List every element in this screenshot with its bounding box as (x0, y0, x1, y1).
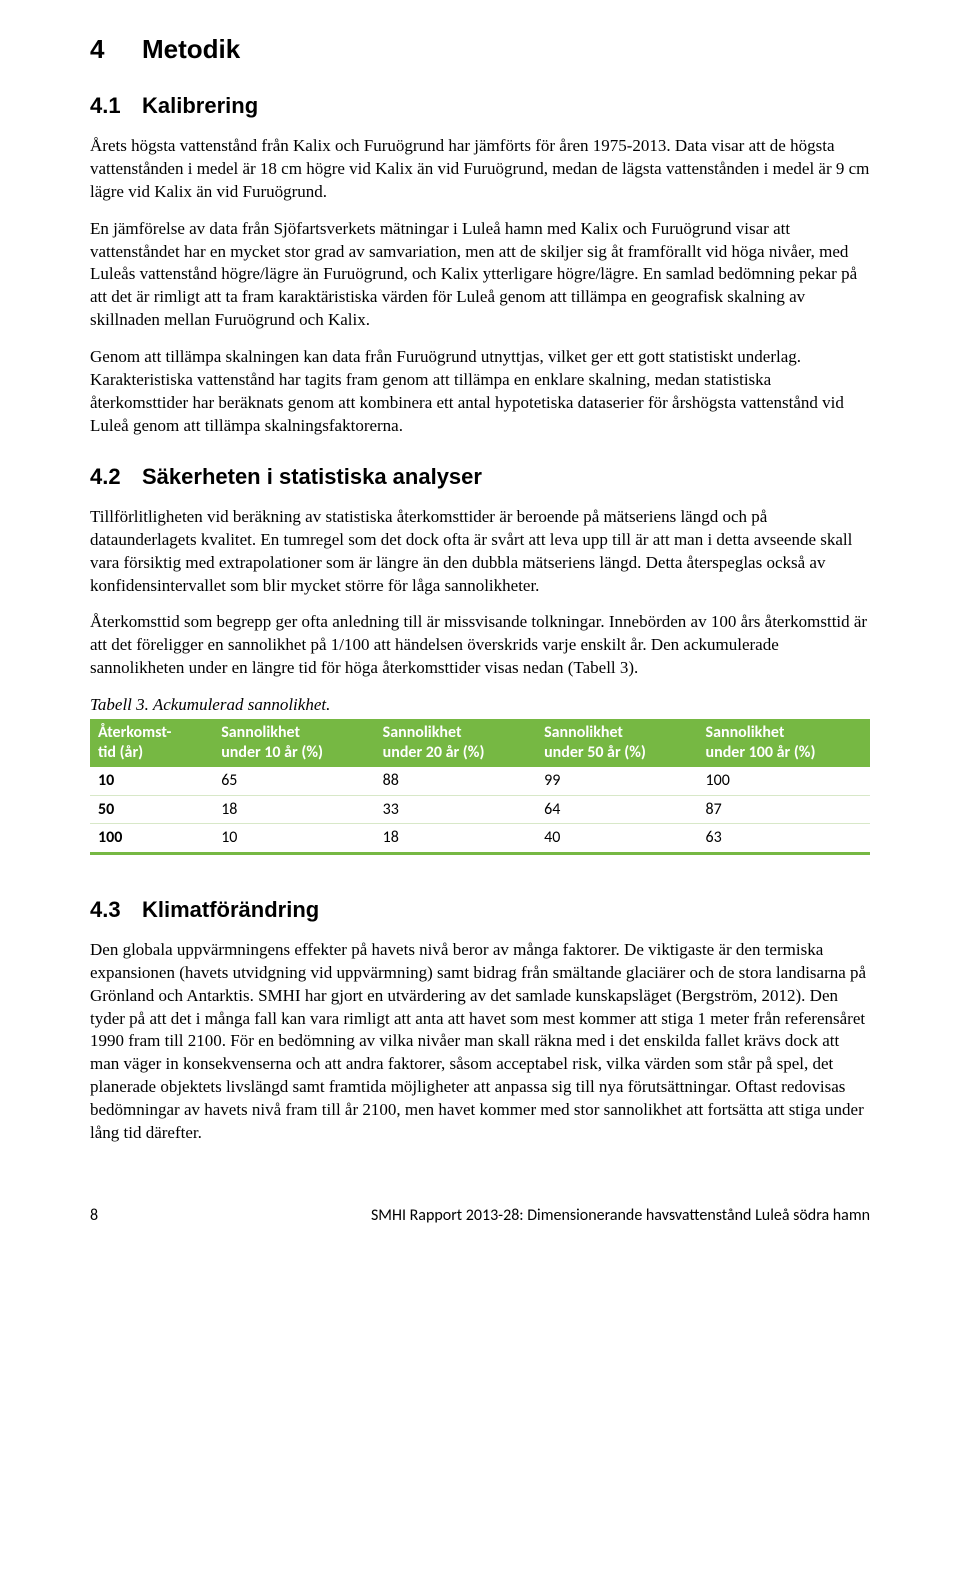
table-cell: 33 (375, 795, 536, 824)
table-cell: 50 (90, 795, 213, 824)
heading-klimat: 4.3Klimatförändring (90, 895, 870, 925)
section-number: 4.2 (90, 462, 142, 492)
table-row: 100 10 18 40 63 (90, 824, 870, 854)
section-title: Säkerheten i statistiska analyser (142, 464, 482, 489)
page-number: 8 (90, 1205, 130, 1227)
table-cell: 88 (375, 767, 536, 795)
section-number: 4 (90, 32, 142, 67)
body-paragraph: En jämförelse av data från Sjöfartsverke… (90, 218, 870, 333)
section-title: Kalibrering (142, 93, 258, 118)
body-paragraph: Genom att tillämpa skalningen kan data f… (90, 346, 870, 438)
table-row: 50 18 33 64 87 (90, 795, 870, 824)
table-caption: Tabell 3. Ackumulerad sannolikhet. (90, 694, 870, 717)
table-header-cell: Sannolikhet under 20 år (%) (375, 719, 536, 767)
heading-kalibrering: 4.1Kalibrering (90, 91, 870, 121)
table-header-cell: Sannolikhet under 50 år (%) (536, 719, 697, 767)
table-cell: 87 (698, 795, 870, 824)
table-cell: 100 (698, 767, 870, 795)
table-cell: 99 (536, 767, 697, 795)
section-number: 4.1 (90, 91, 142, 121)
heading-metodik: 4Metodik (90, 32, 870, 67)
table-cell: 18 (213, 795, 374, 824)
probability-table: Återkomst- tid (år) Sannolikhet under 10… (90, 719, 870, 855)
page-footer: 8 SMHI Rapport 2013-28: Dimensionerande … (90, 1205, 870, 1227)
table-row: 10 65 88 99 100 (90, 767, 870, 795)
table-cell: 40 (536, 824, 697, 854)
table-header-cell: Sannolikhet under 100 år (%) (698, 719, 870, 767)
section-title: Metodik (142, 34, 240, 64)
table-header-cell: Sannolikhet under 10 år (%) (213, 719, 374, 767)
table-cell: 10 (213, 824, 374, 854)
table-cell: 63 (698, 824, 870, 854)
body-paragraph: Den globala uppvärmningens effekter på h… (90, 939, 870, 1145)
section-number: 4.3 (90, 895, 142, 925)
table-header-row: Återkomst- tid (år) Sannolikhet under 10… (90, 719, 870, 767)
table-cell: 18 (375, 824, 536, 854)
heading-sakerheten: 4.2Säkerheten i statistiska analyser (90, 462, 870, 492)
footer-text: SMHI Rapport 2013-28: Dimensionerande ha… (371, 1205, 870, 1227)
body-paragraph: Återkomsttid som begrepp ger ofta anledn… (90, 611, 870, 680)
section-title: Klimatförändring (142, 897, 319, 922)
body-paragraph: Tillförlitligheten vid beräkning av stat… (90, 506, 870, 598)
table-cell: 65 (213, 767, 374, 795)
body-paragraph: Årets högsta vattenstånd från Kalix och … (90, 135, 870, 204)
table-cell: 64 (536, 795, 697, 824)
table-cell: 100 (90, 824, 213, 854)
table-cell: 10 (90, 767, 213, 795)
table-header-cell: Återkomst- tid (år) (90, 719, 213, 767)
